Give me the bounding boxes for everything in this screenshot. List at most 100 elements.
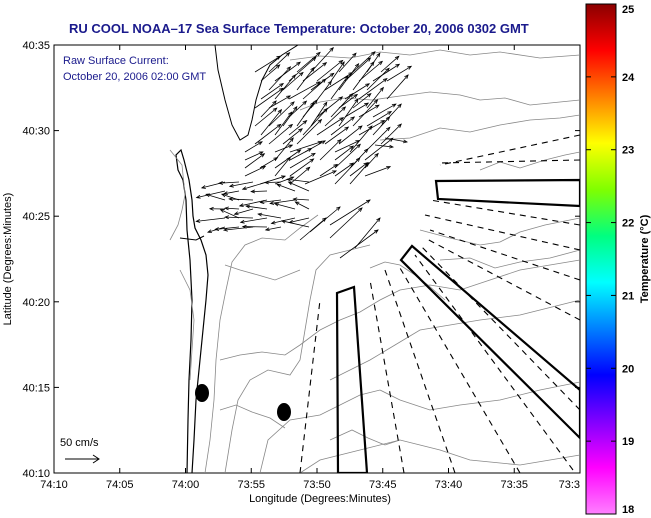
x-axis-label: Longitude (Degrees:Minutes) bbox=[249, 493, 391, 505]
colorbar-label: Temperature (°C) bbox=[639, 214, 651, 303]
current-vector bbox=[274, 137, 294, 161]
current-vector bbox=[274, 144, 294, 153]
bathymetry-contour bbox=[179, 269, 195, 381]
y-tick-label: 40:30 bbox=[22, 126, 50, 138]
current-vector bbox=[274, 61, 302, 82]
current-vector bbox=[380, 55, 400, 73]
current-vector bbox=[358, 77, 388, 100]
current-vector bbox=[254, 107, 278, 127]
current-vector bbox=[280, 219, 310, 228]
current-vector bbox=[244, 153, 266, 169]
current-vector bbox=[358, 104, 380, 118]
colorbar-tick-label: 24 bbox=[622, 72, 635, 84]
current-vector bbox=[244, 151, 264, 161]
dashed-radial-line bbox=[424, 237, 580, 321]
current-vector bbox=[289, 158, 315, 177]
bathymetry-contour bbox=[219, 404, 286, 429]
dashed-radial-line bbox=[424, 214, 580, 251]
current-vector bbox=[228, 197, 254, 202]
current-vector bbox=[354, 217, 381, 249]
bathymetry-contour bbox=[169, 149, 186, 241]
current-vector bbox=[296, 118, 323, 145]
current-vector bbox=[244, 141, 263, 153]
coastline-north bbox=[214, 45, 299, 141]
x-tick-label: 73:55 bbox=[237, 479, 265, 491]
colorbar-tick-label: 20 bbox=[622, 363, 634, 375]
current-vector bbox=[259, 199, 282, 204]
current-vector bbox=[264, 226, 282, 232]
plot-frame bbox=[53, 44, 581, 474]
y-axis: 40:10 40:15 40:20 40:25 40:30 40:35 bbox=[22, 40, 580, 480]
current-vector bbox=[344, 102, 370, 118]
current-vector bbox=[254, 87, 284, 109]
current-vector bbox=[269, 199, 296, 205]
current-vector bbox=[273, 202, 296, 210]
beam-outline bbox=[399, 244, 580, 440]
colorbar-tick-label: 19 bbox=[622, 436, 634, 448]
current-vector bbox=[352, 61, 375, 91]
current-vector bbox=[310, 46, 334, 73]
current-vector bbox=[274, 156, 291, 177]
dashed-radial-line bbox=[429, 229, 580, 281]
dashed-radial-line bbox=[384, 269, 456, 473]
current-vector bbox=[294, 201, 310, 210]
current-vector bbox=[386, 74, 409, 100]
current-vector bbox=[268, 66, 292, 91]
current-vector bbox=[288, 81, 321, 100]
current-vector bbox=[289, 166, 311, 185]
current-vector bbox=[339, 229, 379, 259]
current-vector bbox=[195, 217, 226, 223]
x-tick-label: 73:50 bbox=[303, 479, 331, 491]
current-vector bbox=[338, 98, 359, 127]
current-vector bbox=[282, 71, 304, 91]
bathymetry-contour bbox=[379, 114, 580, 141]
x-axis: 74:10 74:05 74:00 73:55 73:50 73:45 73:40 73:35… bbox=[40, 45, 581, 491]
current-vector bbox=[254, 123, 282, 145]
current-vector bbox=[260, 64, 281, 82]
current-vector bbox=[372, 63, 401, 82]
y-tick-label: 40:15 bbox=[22, 382, 50, 394]
current-vector bbox=[195, 190, 226, 199]
dashed-radial-line bbox=[429, 199, 580, 226]
current-vector bbox=[241, 224, 268, 229]
current-vector bbox=[228, 181, 254, 188]
bathymetry-contour bbox=[329, 429, 401, 446]
current-vector bbox=[338, 52, 357, 73]
current-vector bbox=[268, 95, 292, 109]
current-vector bbox=[366, 67, 390, 91]
beam-outline bbox=[335, 285, 369, 473]
current-vector bbox=[260, 100, 277, 118]
current-vector bbox=[244, 165, 267, 177]
current-vector bbox=[276, 183, 296, 192]
current-vector bbox=[324, 126, 350, 145]
current-vector bbox=[241, 181, 268, 191]
current-vector bbox=[289, 148, 313, 161]
current-vector bbox=[309, 206, 341, 233]
current-vector bbox=[352, 51, 376, 73]
inlet bbox=[179, 235, 205, 241]
current-vector bbox=[329, 199, 371, 226]
bathymetry-contour bbox=[439, 249, 580, 269]
dashed-radial-line bbox=[414, 254, 574, 471]
current-vector bbox=[274, 111, 293, 136]
current-vector bbox=[310, 101, 328, 127]
bathymetry-contour bbox=[219, 259, 580, 361]
current-vector bbox=[319, 163, 339, 177]
current-vector bbox=[349, 125, 373, 153]
current-vector bbox=[288, 100, 308, 118]
annotation-raw-current: Raw Surface Current: bbox=[63, 55, 169, 67]
current-vector bbox=[205, 193, 226, 201]
bathymetry-contour bbox=[479, 151, 580, 171]
y-tick-label: 40:10 bbox=[22, 468, 50, 480]
current-vector bbox=[296, 66, 315, 91]
colorbar bbox=[585, 3, 617, 515]
current-vector bbox=[330, 75, 349, 100]
current-vector bbox=[268, 101, 295, 127]
current-vector bbox=[344, 83, 371, 100]
current-vector bbox=[386, 65, 413, 82]
colorbar-tick-label: 22 bbox=[622, 218, 634, 230]
current-vector bbox=[292, 197, 310, 202]
x-tick-label: 74:00 bbox=[172, 479, 200, 491]
current-vector bbox=[338, 125, 363, 145]
current-vector bbox=[316, 117, 345, 136]
